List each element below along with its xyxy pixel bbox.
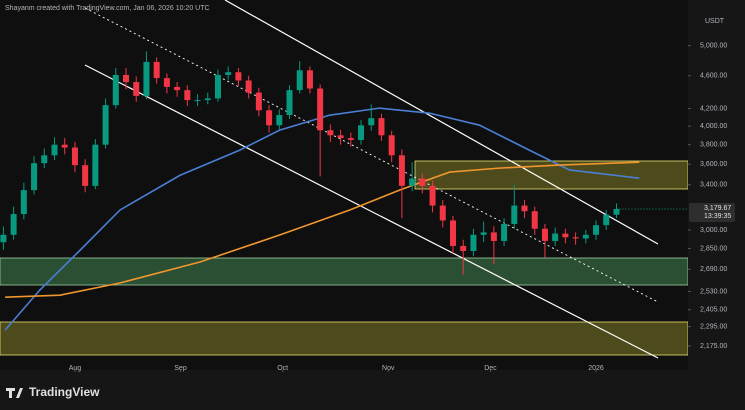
demand-zone [0,257,689,286]
candle-body [255,92,262,111]
channel-lines [84,0,659,359]
candle-body [419,178,426,186]
y-tick-label: 2,690.00 [700,266,727,273]
channel-bottom [84,64,659,359]
candle-body [378,118,385,136]
candle-body [112,74,119,106]
plot [0,51,640,331]
x-tick-label: Dec [484,365,497,372]
candle-body [306,70,313,89]
channel-mid [84,7,659,303]
countdown: 13:39:35 [704,213,731,220]
price-axis [688,0,745,370]
channel-top [224,0,659,245]
moving-average [4,107,640,331]
candle-body [20,190,27,215]
candle-body [347,138,354,140]
candle-body [388,135,395,156]
candle-body [368,118,375,126]
candle-body [572,237,579,239]
x-tick-label: Nov [382,365,395,372]
y-tick-label: 2,295.00 [700,323,727,330]
candle-body [133,82,140,96]
candle-body [501,224,508,241]
candle-body [337,135,344,139]
candle-body [603,214,610,226]
y-tick-label: 2,850.00 [700,245,727,252]
y-tick-label: 3,800.00 [700,142,727,149]
x-tick-label: Sep [174,365,187,372]
y-tick-label: 2,175.00 [700,343,727,350]
x-tick-label: Oct [277,365,288,372]
candle-body [92,144,99,186]
candle-body [562,233,569,238]
last-price-label: 3,179.67 [704,205,731,212]
candle-body [31,163,38,191]
candle-body [439,205,446,221]
candle-body [153,61,160,79]
y-tick-label: 4,600.00 [700,73,727,80]
candle-body [0,234,7,243]
candle-body [317,88,324,131]
y-tick-label: 5,000.00 [700,42,727,49]
candle-body [184,90,191,101]
y-tick-label: 2,405.00 [700,307,727,314]
candle-body [51,144,58,156]
candle-body [593,225,600,235]
currency: USDT [705,18,725,25]
candle-body [235,72,242,81]
candle-body [398,155,405,186]
candle-body [470,234,477,252]
y-tick-label: 4,000.00 [700,123,727,130]
candle-body [582,234,589,239]
candle-body [143,61,150,96]
candle-body [511,205,518,225]
candle-body [225,72,232,75]
candle-body [123,74,130,83]
y-tick-label: 3,400.00 [700,182,727,189]
candle-body [61,144,68,148]
candle-body [276,115,283,126]
candle-body [531,211,538,229]
candle-body [10,214,17,235]
candle-body [286,90,293,116]
candle-body [429,185,436,206]
candle-body [521,205,528,212]
candle-body [174,86,181,91]
x-tick-label: 2026 [588,365,604,372]
candle-body [327,130,334,136]
candle-body [613,208,620,215]
moving-average [5,161,640,298]
candle-body [296,70,303,91]
candle-body [102,105,109,145]
brand: TradingView [29,385,100,399]
brand-logo [6,388,23,398]
watermark-title: Shayanm created with TradingView.com, Ja… [5,5,210,12]
candle-body [204,98,211,101]
candle-body [82,165,89,186]
candle-body [41,155,48,164]
candle-body [194,100,201,102]
candle-body [449,220,456,246]
x-tick-label: Aug [69,365,82,372]
candle-body [245,80,252,93]
candle-body [409,178,416,186]
support-zone [0,321,689,356]
candle-body [480,232,487,235]
candle-body [541,228,548,241]
candle-body [358,125,365,140]
y-tick-label: 3,600.00 [700,161,727,168]
candle-body [163,78,170,87]
candle-body [460,245,467,252]
candle-body [490,232,497,241]
last-price-box [689,202,735,222]
y-tick-label: 3,000.00 [700,227,727,234]
candle-body [552,233,559,241]
y-tick-label: 2,530.00 [700,288,727,295]
y-tick-label: 4,200.00 [700,105,727,112]
candle-body [214,74,221,99]
candle-body [266,110,273,126]
candle-body [71,147,78,166]
